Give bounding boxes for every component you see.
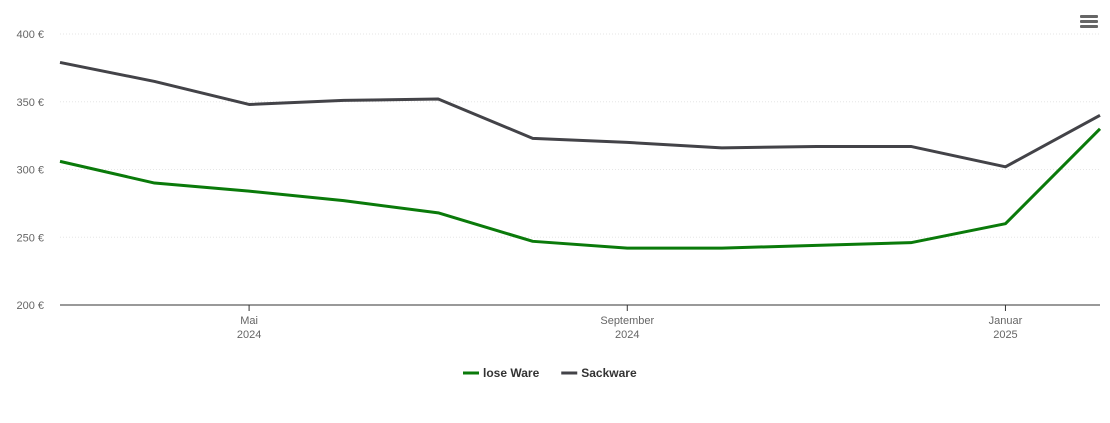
legend-item[interactable]: Sackware [561, 366, 637, 380]
y-tick-label: 300 € [16, 165, 44, 177]
legend-label: Sackware [581, 366, 637, 380]
menu-bar [1080, 25, 1098, 28]
x-tick-label-line: 2024 [237, 329, 261, 341]
x-tick-label-line: Mai [240, 315, 258, 327]
line-series [59, 60, 1101, 169]
legend-item[interactable]: lose Ware [463, 366, 540, 380]
y-tick-label: 350 € [16, 97, 44, 109]
x-tick-label: Januar 2025 [989, 315, 1023, 341]
x-tick-label-line: September [600, 315, 654, 327]
menu-bar [1080, 20, 1098, 23]
x-tick-label-line: Januar [989, 315, 1023, 327]
x-tick-label-line: 2024 [615, 329, 639, 341]
menu-button[interactable] [1080, 15, 1098, 28]
legend-label: lose Ware [483, 366, 540, 380]
y-tick-label: 250 € [16, 232, 44, 244]
x-tick-label-line: 2025 [993, 329, 1017, 341]
x-tick-label: Mai 2024 [237, 315, 261, 341]
menu-bar [1080, 15, 1098, 18]
line-series [59, 127, 1102, 250]
y-tick-label: 400 € [16, 29, 44, 41]
x-tick-label: September 2024 [600, 315, 654, 341]
y-tick-label: 200 € [16, 300, 44, 312]
